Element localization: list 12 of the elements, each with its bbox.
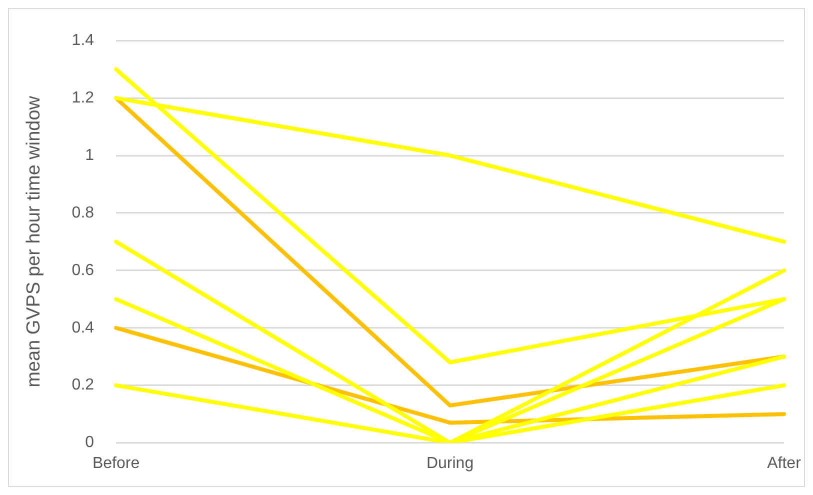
y-tick-label: 0 [85, 434, 94, 452]
y-tick-label: 0.6 [72, 262, 94, 279]
y-tick-label: 0.8 [72, 204, 94, 222]
y-tick-label: 1.2 [72, 89, 94, 106]
x-tick-label: Before [92, 454, 140, 472]
y-tick-label: 1 [85, 146, 94, 164]
x-tick-label: During [426, 454, 474, 472]
y-axis-title: mean GVPS per hour time window [24, 96, 45, 388]
y-tick-label: 0.2 [72, 376, 94, 394]
y-tick-label: 1.4 [72, 32, 94, 50]
x-tick-label: After [767, 454, 802, 472]
y-tick-label: 0.4 [72, 319, 94, 336]
